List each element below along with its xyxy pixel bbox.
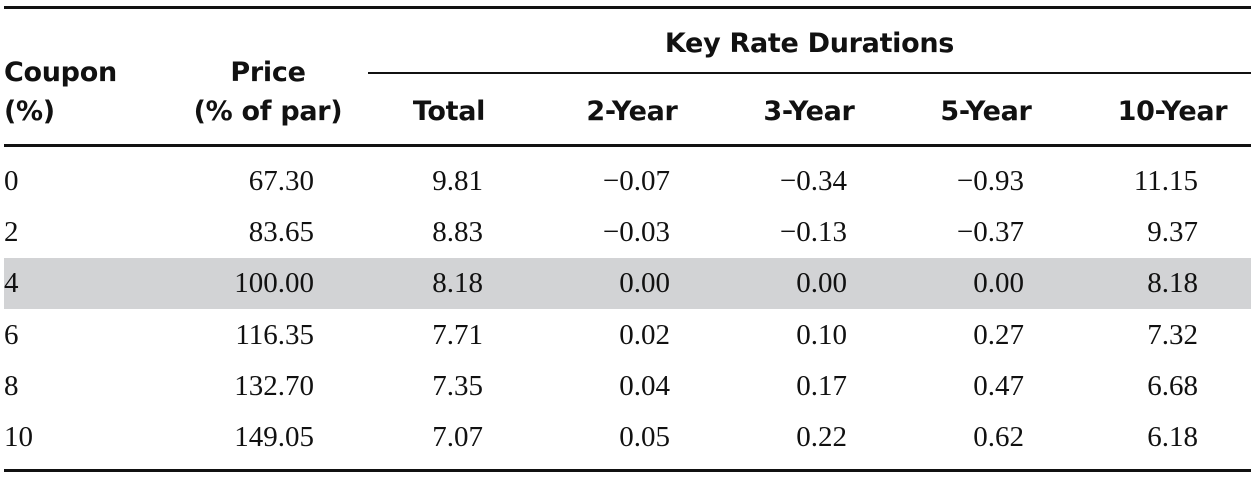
krd-3-year-cell: 0.17 bbox=[796, 370, 847, 402]
price-cell: 100.00 bbox=[234, 267, 314, 299]
header-price-line2: (% of par) bbox=[193, 96, 343, 127]
krd-3-year-cell: 0.00 bbox=[796, 267, 847, 299]
krd-2-year-cell: 0.04 bbox=[619, 370, 670, 402]
header-price-line1: Price bbox=[230, 57, 306, 88]
coupon-cell: 2 bbox=[4, 216, 19, 248]
table-row: 2 83.65 8.83 −0.03 −0.13 −0.37 9.37 bbox=[0, 207, 1254, 258]
coupon-cell: 0 bbox=[4, 165, 19, 197]
header-bottom-rule bbox=[4, 144, 1251, 147]
group-header-rule bbox=[368, 72, 1251, 74]
table-row: 6 116.35 7.71 0.02 0.10 0.27 7.32 bbox=[0, 310, 1254, 361]
price-cell: 83.65 bbox=[248, 216, 314, 248]
krd-3-year-cell: −0.13 bbox=[779, 216, 847, 248]
table-row: 10 149.05 7.07 0.05 0.22 0.62 6.18 bbox=[0, 412, 1254, 463]
krd-10-year-cell: 6.18 bbox=[1147, 421, 1198, 453]
table-row: 8 132.70 7.35 0.04 0.17 0.47 6.68 bbox=[0, 361, 1254, 412]
krd-3-year-cell: −0.34 bbox=[779, 165, 847, 197]
header-3-year: 3-Year bbox=[763, 96, 855, 127]
highlighted-row-shading bbox=[4, 258, 1251, 309]
krd-5-year-cell: −0.37 bbox=[956, 216, 1024, 248]
krd-10-year-cell: 7.32 bbox=[1147, 319, 1198, 351]
coupon-cell: 8 bbox=[4, 370, 19, 402]
table-row: 0 67.30 9.81 −0.07 −0.34 −0.93 11.15 bbox=[0, 156, 1254, 207]
group-header-key-rate-durations: Key Rate Durations bbox=[664, 28, 955, 59]
table-bottom-rule bbox=[4, 469, 1251, 472]
total-duration-cell: 8.18 bbox=[432, 267, 483, 299]
table-top-rule bbox=[4, 6, 1251, 9]
krd-2-year-cell: −0.03 bbox=[602, 216, 670, 248]
krd-5-year-cell: −0.93 bbox=[956, 165, 1024, 197]
price-cell: 132.70 bbox=[234, 370, 314, 402]
header-10-year: 10-Year bbox=[1117, 96, 1228, 127]
total-duration-cell: 8.83 bbox=[432, 216, 483, 248]
header-coupon-line2: (%) bbox=[4, 96, 55, 127]
krd-5-year-cell: 0.47 bbox=[973, 370, 1024, 402]
header-coupon-line1: Coupon bbox=[4, 57, 117, 88]
krd-5-year-cell: 0.62 bbox=[973, 421, 1024, 453]
krd-2-year-cell: −0.07 bbox=[602, 165, 670, 197]
coupon-cell: 4 bbox=[4, 267, 19, 299]
coupon-cell: 10 bbox=[4, 421, 33, 453]
krd-2-year-cell: 0.00 bbox=[619, 267, 670, 299]
total-duration-cell: 9.81 bbox=[432, 165, 483, 197]
price-cell: 67.30 bbox=[248, 165, 314, 197]
krd-3-year-cell: 0.10 bbox=[796, 319, 847, 351]
price-cell: 149.05 bbox=[234, 421, 314, 453]
krd-5-year-cell: 0.00 bbox=[973, 267, 1024, 299]
krd-10-year-cell: 8.18 bbox=[1147, 267, 1198, 299]
krd-3-year-cell: 0.22 bbox=[796, 421, 847, 453]
header-2-year: 2-Year bbox=[586, 96, 678, 127]
krd-2-year-cell: 0.05 bbox=[619, 421, 670, 453]
price-cell: 116.35 bbox=[235, 319, 314, 351]
krd-5-year-cell: 0.27 bbox=[973, 319, 1024, 351]
total-duration-cell: 7.35 bbox=[432, 370, 483, 402]
header-5-year: 5-Year bbox=[940, 96, 1032, 127]
total-duration-cell: 7.71 bbox=[432, 319, 483, 351]
krd-10-year-cell: 6.68 bbox=[1147, 370, 1198, 402]
table-row-highlighted: 4 100.00 8.18 0.00 0.00 0.00 8.18 bbox=[0, 258, 1254, 309]
krd-10-year-cell: 9.37 bbox=[1147, 216, 1198, 248]
coupon-cell: 6 bbox=[4, 319, 19, 351]
krd-10-year-cell: 11.15 bbox=[1133, 165, 1198, 197]
header-total: Total bbox=[412, 96, 486, 127]
total-duration-cell: 7.07 bbox=[432, 421, 483, 453]
krd-2-year-cell: 0.02 bbox=[619, 319, 670, 351]
